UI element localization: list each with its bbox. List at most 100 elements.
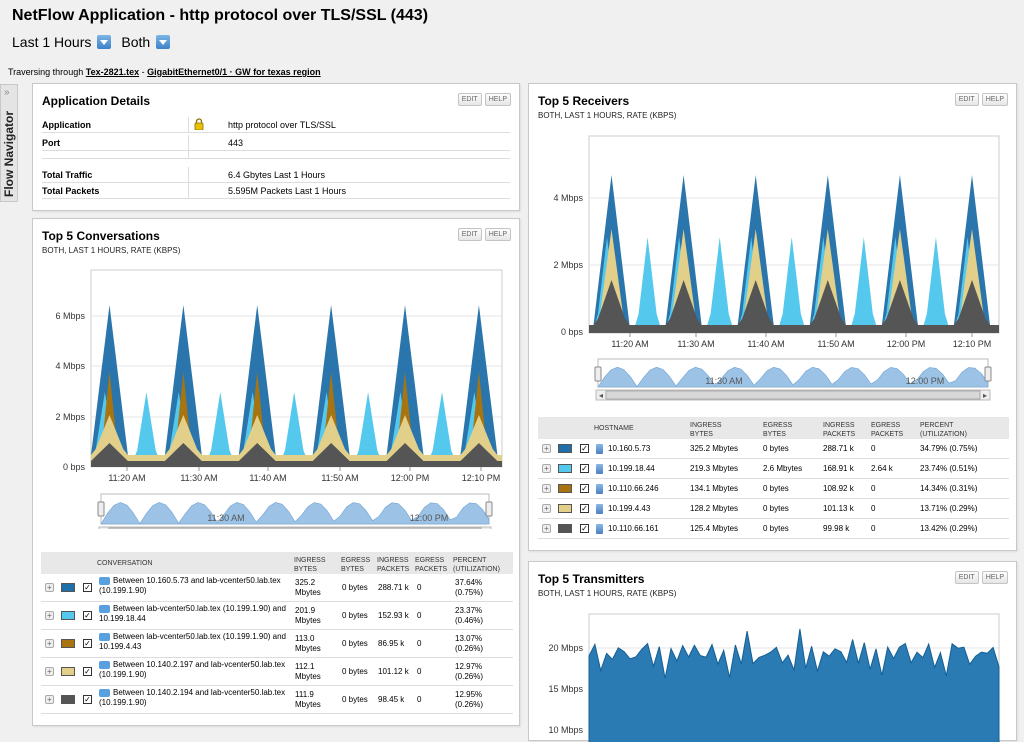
column-header[interactable]: CONVERSATION	[97, 560, 153, 567]
table-row[interactable]: + ✓ 10.110.66.161 125.4 Mbytes 0 bytes 99.98 …	[538, 519, 1009, 539]
table-row[interactable]: + ✓ Between lab-vcenter50.lab.tex (10.199.…	[41, 630, 513, 658]
help-button[interactable]: HELP	[484, 93, 511, 106]
edit-button[interactable]: EDIT	[954, 93, 979, 106]
x-tick-label: 11:20 AM	[611, 339, 648, 349]
series-checkbox[interactable]: ✓	[83, 611, 92, 620]
hostname[interactable]: 10.199.4.43	[608, 504, 651, 513]
table-row[interactable]: + ✓ Between lab-vcenter50.lab.tex (10.199.…	[41, 602, 513, 630]
table-row[interactable]: + ✓ Between 10.140.2.197 and lab-vcenter50…	[41, 658, 513, 686]
expand-icon[interactable]: +	[45, 611, 54, 620]
help-button[interactable]: HELP	[981, 571, 1008, 584]
series-area[interactable]	[588, 628, 1000, 742]
series-area[interactable]	[589, 280, 999, 333]
series-checkbox[interactable]: ✓	[83, 695, 92, 704]
edit-button[interactable]: EDIT	[457, 228, 482, 241]
expand-icon[interactable]: +	[542, 524, 551, 533]
conversation-name[interactable]: Between 10.140.2.194 and lab-vcenter50.l…	[99, 688, 286, 707]
table-row[interactable]: + ✓ 10.199.4.43 128.2 Mbytes 0 bytes 101.13 k…	[538, 499, 1009, 519]
cell-in-bytes: 219.3 Mbytes	[690, 464, 739, 473]
navigator-handle[interactable]	[594, 366, 602, 382]
time-range-dropdown-icon[interactable]	[97, 35, 112, 49]
y-tick-label: 4 Mbps	[553, 193, 583, 203]
help-button[interactable]: HELP	[981, 93, 1008, 106]
direction-dropdown-icon[interactable]	[156, 35, 171, 49]
navigator-tick-label: 11:30 AM	[705, 376, 742, 386]
scroll-right-icon[interactable]: ▸	[484, 528, 488, 529]
expand-icon[interactable]: +	[542, 504, 551, 513]
series-checkbox[interactable]: ✓	[83, 583, 92, 592]
column-header[interactable]: EGRESS BYTES	[763, 422, 793, 438]
expand-icon[interactable]: +	[542, 444, 551, 453]
expand-icon[interactable]: +	[542, 464, 551, 473]
column-header[interactable]: EGRESS PACKETS	[415, 557, 448, 573]
detail-row: Port 443	[42, 135, 510, 151]
table-row[interactable]: + ✓ 10.199.18.44 219.3 Mbytes 2.6 Mbytes 168.…	[538, 459, 1009, 479]
expand-icon[interactable]: +	[45, 639, 54, 648]
host-icon	[596, 504, 603, 514]
flow-navigator-tab[interactable]: » Flow Navigator	[0, 84, 18, 202]
host-icon	[596, 464, 603, 474]
series-checkbox[interactable]: ✓	[580, 444, 589, 453]
table-row[interactable]: + ✓ 10.160.5.73 325.2 Mbytes 0 bytes 288.71 k…	[538, 439, 1009, 459]
scrollbar-thumb[interactable]	[605, 390, 981, 400]
series-checkbox[interactable]: ✓	[580, 464, 589, 473]
table-row[interactable]: + ✓ Between 10.160.5.73 and lab-vcenter50.…	[41, 574, 513, 602]
breadcrumb-node-link[interactable]: Tex-2821.tex	[85, 67, 140, 77]
conversation-name[interactable]: Between lab-vcenter50.lab.tex (10.199.1.…	[99, 632, 287, 651]
expand-chevron-icon[interactable]: »	[4, 87, 10, 98]
host-icon	[596, 484, 603, 494]
detail-row: Application http protocol over TLS/SSL	[42, 117, 510, 133]
hostname[interactable]: 10.110.66.246	[608, 484, 659, 493]
conversation-name[interactable]: Between 10.140.2.197 and lab-vcenter50.l…	[99, 660, 286, 679]
column-header[interactable]: PERCENT (UTILIZATION)	[453, 557, 500, 573]
conversations-chart[interactable]: 6 Mbps 4 Mbps 2 Mbps 0 bps 11:20 AM 11:30 AM 1…	[33, 219, 521, 529]
column-header[interactable]: INGRESS BYTES	[294, 557, 326, 573]
series-checkbox[interactable]: ✓	[580, 524, 589, 533]
scroll-left-icon[interactable]: ◂	[599, 391, 603, 400]
table-row[interactable]: + ✓ 10.110.66.246 134.1 Mbytes 0 bytes 108.92…	[538, 479, 1009, 499]
expand-icon[interactable]: +	[45, 667, 54, 676]
expand-icon[interactable]: +	[542, 484, 551, 493]
hostname[interactable]: 10.110.66.161	[608, 524, 659, 533]
cell-in-bytes: 111.9 Mbytes	[295, 690, 321, 709]
column-header[interactable]: PERCENT (UTILIZATION)	[920, 422, 967, 438]
series-checkbox[interactable]: ✓	[83, 667, 92, 676]
scroll-right-icon[interactable]: ▸	[983, 391, 987, 400]
expand-icon[interactable]: +	[45, 695, 54, 704]
edit-button[interactable]: EDIT	[457, 93, 482, 106]
plot-area	[90, 269, 503, 468]
navigator-handle[interactable]	[984, 366, 992, 382]
help-button[interactable]: HELP	[484, 228, 511, 241]
navigator-handle[interactable]	[97, 501, 105, 517]
conversation-name[interactable]: Between 10.160.5.73 and lab-vcenter50.la…	[99, 576, 281, 595]
filter-bar: Last 1 Hours Both	[12, 34, 176, 50]
x-tick-label: 11:50 AM	[321, 473, 358, 483]
column-header[interactable]: EGRESS PACKETS	[871, 422, 904, 438]
cell-eg-bytes: 0 bytes	[342, 611, 368, 620]
column-header[interactable]: INGRESS PACKETS	[377, 557, 410, 573]
table-row[interactable]: + ✓ Between 10.140.2.194 and lab-vcenter50…	[41, 686, 513, 714]
cell-eg-bytes: 0 bytes	[763, 524, 789, 533]
series-checkbox[interactable]: ✓	[83, 639, 92, 648]
column-header[interactable]: INGRESS PACKETS	[823, 422, 856, 438]
series-checkbox[interactable]: ✓	[580, 504, 589, 513]
conversation-name[interactable]: Between lab-vcenter50.lab.tex (10.199.1.…	[99, 604, 287, 623]
series-checkbox[interactable]: ✓	[580, 484, 589, 493]
column-header[interactable]: HOSTNAME	[594, 425, 634, 432]
receivers-chart[interactable]: 4 Mbps 2 Mbps 0 bps 11:20 AM 11:30 AM 11:40 A…	[529, 84, 1018, 409]
panel-subtitle: BOTH, LAST 1 HOURS, RATE (KBPS)	[538, 589, 677, 598]
table-header: CONVERSATION INGRESS BYTES EGRESS BYTES …	[41, 552, 513, 574]
edit-button[interactable]: EDIT	[954, 571, 979, 584]
navigator-handle[interactable]	[485, 501, 493, 517]
scroll-left-icon[interactable]: ◂	[102, 528, 106, 529]
column-header[interactable]: EGRESS BYTES	[341, 557, 371, 573]
scrollbar-thumb[interactable]	[108, 527, 482, 529]
expand-icon[interactable]: +	[45, 583, 54, 592]
hostname[interactable]: 10.160.5.73	[608, 444, 651, 453]
hostname[interactable]: 10.199.18.44	[608, 464, 655, 473]
series-area[interactable]	[91, 443, 502, 467]
breadcrumb-interface-link[interactable]: GigabitEthernet0/1 · GW for texas region	[147, 67, 321, 77]
transmitters-chart[interactable]: 20 Mbps 15 Mbps 10 Mbps	[529, 562, 1018, 742]
y-tick-label: 0 bps	[63, 462, 86, 472]
column-header[interactable]: INGRESS BYTES	[690, 422, 722, 438]
